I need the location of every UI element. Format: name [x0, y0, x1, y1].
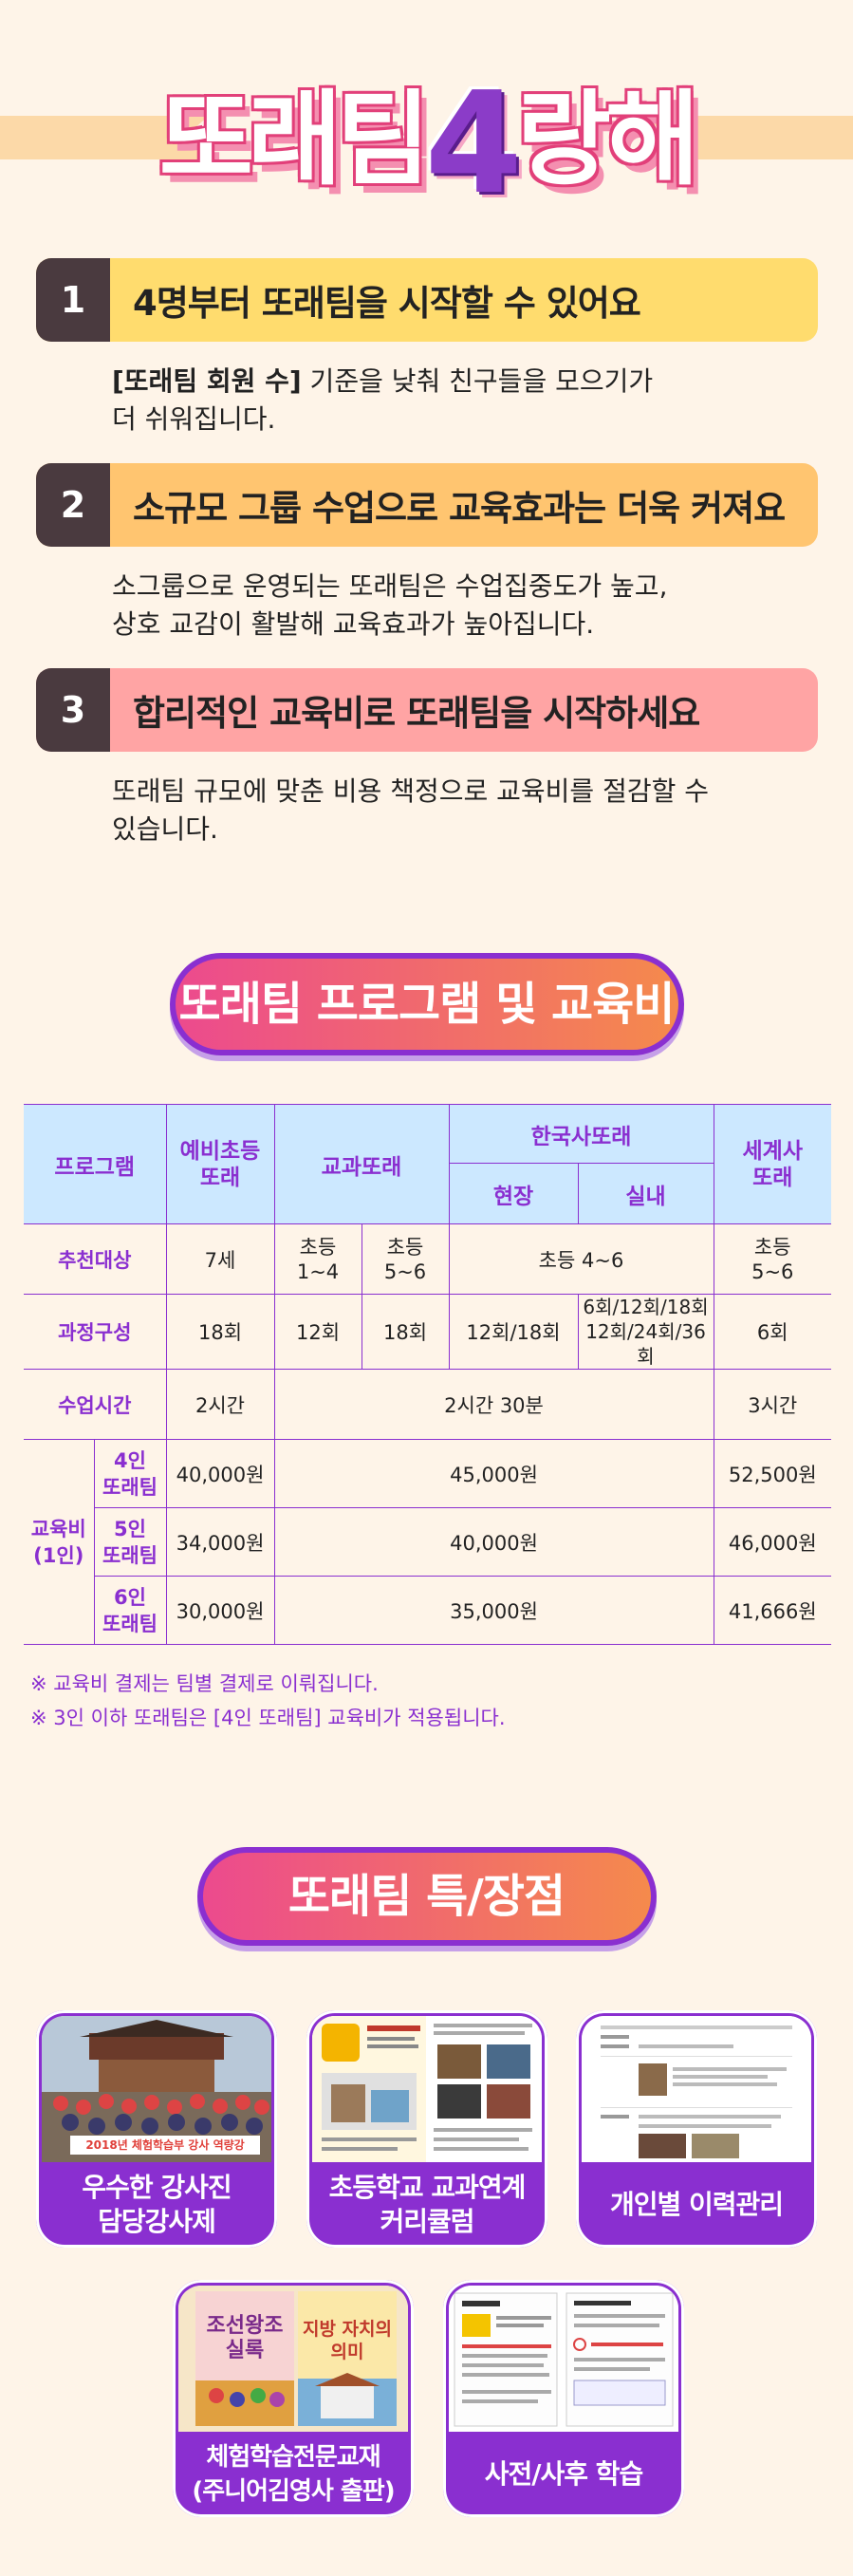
card-prepost: 사전/사후 학습 — [443, 2280, 684, 2517]
card-label: 체험학습전문교재 (주니어김영사 출판) — [192, 2443, 395, 2506]
row-fee-4: 교육비 (1인) 4인 또래팀 40,000원 45,000원 52,500원 — [24, 1439, 831, 1645]
photo-banner: 2018년 체험학습부 강사 역량강 — [85, 2138, 245, 2152]
team-size: 5인 또래팀 — [94, 1507, 167, 1577]
table-cell: 46,000원 — [713, 1507, 831, 1577]
ribbon-left — [0, 116, 209, 159]
row-label: 수업시간 — [24, 1369, 167, 1440]
card-label: 초등학교 교과연계 커리큘럼 — [328, 2172, 527, 2237]
feature-title: 4명부터 또래팀을 시작할 수 있어요 — [133, 283, 641, 324]
table-cell: 30,000원 — [165, 1576, 275, 1645]
row-time: 수업시간 2시간 2시간 30분 3시간 — [24, 1369, 831, 1440]
table-cell: 6회 — [713, 1294, 831, 1370]
header-segye: 세계사 또래 — [713, 1104, 831, 1224]
card-curriculum: 초등학교 교과연계 커리큘럼 — [306, 2010, 547, 2248]
table-cell: 7세 — [165, 1223, 275, 1295]
feature-description: [또래팀 회원 수] 기준을 낮춰 친구들을 모으기가 더 쉬워집니다. — [112, 365, 654, 435]
feature-1: 1 4명부터 또래팀을 시작할 수 있어요 [또래팀 회원 수] 기준을 낮춰 … — [36, 258, 818, 439]
table-cell: 2시간 — [165, 1369, 275, 1440]
note-1: ※ 교육비 결제는 팀별 결제로 이뤄집니다. — [30, 1672, 379, 1695]
row-course: 과정구성 18회 12회 18회 12회/18회 6회/12회/18회 12회/… — [24, 1294, 831, 1370]
header-gyogwa: 교과또래 — [273, 1104, 450, 1224]
card-instructors: 2018년 체험학습부 강사 역량강 우수한 강사진 담당강사제 — [36, 2010, 277, 2248]
feature-description: 소그룹으로 운영되는 또래팀은 수업집중도가 높고, 상호 교감이 활발해 교육효… — [112, 570, 668, 640]
book-title-1: 조선왕조 실록 — [206, 2314, 284, 2362]
records-image — [582, 2016, 811, 2162]
row-target: 추천대상 7세 초등 1~4 초등 5~6 초등 4~6 초등 5~6 — [24, 1223, 831, 1295]
feature-3: 3 합리적인 교육비로 또래팀을 시작하세요 또래팀 규모에 맞춘 비용 책정으… — [36, 668, 818, 849]
header-yebi: 예비초등 또래 — [165, 1104, 275, 1224]
header-hanguk: 한국사또래 — [448, 1104, 714, 1164]
table-cell: 12회 — [273, 1294, 362, 1370]
table-cell: 3시간 — [713, 1369, 831, 1440]
table-cell: 6회/12회/18회 12회/24회/36회 — [577, 1294, 714, 1370]
feature-title: 합리적인 교육비로 또래팀을 시작하세요 — [133, 693, 700, 734]
merit-pill: 또래팀 특/장점 — [196, 1847, 657, 1946]
table-cell: 18회 — [165, 1294, 275, 1370]
row-label: 추천대상 — [24, 1223, 167, 1295]
feature-2: 2 소규모 그룹 수업으로 교육효과는 더욱 커져요 소그룹으로 운영되는 또래… — [36, 463, 818, 644]
row-fee-5: 5인 또래팀 34,000원 40,000원 46,000원 — [24, 1507, 831, 1577]
team-size: 6인 또래팀 — [94, 1576, 167, 1645]
card-label: 개인별 이력관리 — [609, 2189, 784, 2220]
table-cell: 40,000원 — [273, 1507, 714, 1577]
table-cell: 34,000원 — [165, 1507, 275, 1577]
feature-number: 2 — [36, 463, 110, 547]
table-cell: 초등 5~6 — [713, 1223, 831, 1295]
row-fee-6: 6인 또래팀 30,000원 35,000원 41,666원 — [24, 1576, 831, 1645]
header-program: 프로그램 — [24, 1104, 167, 1224]
table-cell: 40,000원 — [165, 1439, 275, 1508]
feature-number: 1 — [36, 258, 110, 342]
book-title-2: 지방 자치의 의미 — [302, 2319, 392, 2362]
header-silnae: 실내 — [577, 1163, 714, 1224]
feature-bar: 2 소규모 그룹 수업으로 교육효과는 더욱 커져요 — [36, 463, 818, 547]
feature-bar: 1 4명부터 또래팀을 시작할 수 있어요 — [36, 258, 818, 342]
prepost-image — [449, 2286, 678, 2432]
card-textbook: 조선왕조 실록 지방 자치의 의미 체험학습전문교재 (주니어김영사 출판) — [173, 2280, 414, 2517]
row-label-fee: 교육비 (1인) — [24, 1439, 95, 1645]
group-photo: 2018년 체험학습부 강사 역량강 — [42, 2016, 271, 2162]
header-hyeonjang: 현장 — [449, 1163, 579, 1224]
card-label: 사전/사후 학습 — [484, 2458, 644, 2490]
price-table: 프로그램 예비초등 또래 교과또래 한국사또래 세계사 또래 현장 실내 추천대… — [24, 1104, 831, 1645]
table-cell: 35,000원 — [273, 1576, 714, 1645]
row-label: 과정구성 — [24, 1294, 167, 1370]
table-cell: 12회/18회 — [448, 1294, 579, 1370]
card-records: 개인별 이력관리 — [576, 2010, 817, 2248]
hero-banner: 또래팀4랑해 — [0, 38, 853, 225]
program-pill: 또래팀 프로그램 및 교육비 — [169, 953, 684, 1055]
feature-bar: 3 합리적인 교육비로 또래팀을 시작하세요 — [36, 668, 818, 752]
table-cell: 2시간 30분 — [273, 1369, 714, 1440]
textbook-image: 조선왕조 실록 지방 자치의 의미 — [178, 2286, 408, 2432]
curriculum-image — [312, 2016, 542, 2162]
team-size: 4인 또래팀 — [93, 1439, 167, 1508]
table-cell: 18회 — [361, 1294, 450, 1370]
feature-title: 소규모 그룹 수업으로 교육효과는 더욱 커져요 — [133, 488, 786, 529]
feature-number: 3 — [36, 668, 110, 752]
feature-description: 또래팀 규모에 맞춘 비용 책정으로 교육비를 절감할 수 있습니다. — [112, 775, 710, 845]
note-2: ※ 3인 이하 또래팀은 [4인 또래팀] 교육비가 적용됩니다. — [30, 1707, 506, 1729]
table-cell: 45,000원 — [273, 1439, 714, 1508]
table-cell: 초등 1~4 — [273, 1223, 362, 1295]
table-cell: 52,500원 — [713, 1439, 831, 1508]
ribbon-right — [644, 116, 853, 159]
hero-title: 또래팀4랑해 — [158, 62, 700, 225]
table-cell: 41,666원 — [713, 1576, 831, 1645]
table-cell: 초등 4~6 — [448, 1223, 714, 1295]
card-label: 우수한 강사진 담당강사제 — [82, 2172, 232, 2237]
table-cell: 초등 5~6 — [361, 1223, 450, 1295]
